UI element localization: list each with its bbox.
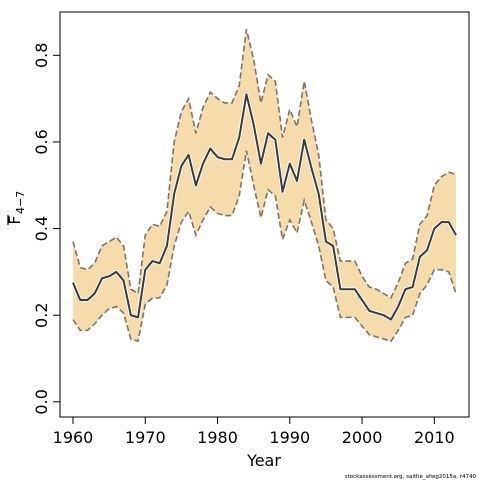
x-tick-label: 1990 xyxy=(269,428,310,447)
x-tick-label: 1980 xyxy=(197,428,238,447)
x-tick-label: 2010 xyxy=(414,428,455,447)
confidence-band xyxy=(73,29,456,342)
plot-frame xyxy=(59,11,470,418)
x-axis-title: Year xyxy=(246,451,281,470)
y-axis: 0.0 0.2 0.4 0.6 0.8 xyxy=(32,43,60,415)
y-axis-title: F xyxy=(5,215,24,224)
y-axis-title-group: F 4−7 xyxy=(5,191,27,225)
y-tick-label: 0.0 xyxy=(32,389,51,414)
plot-layer xyxy=(71,29,458,343)
footer-source: stockassessment.org, saithe_afwg2015a, r… xyxy=(345,474,477,480)
y-tick-label: 0.8 xyxy=(32,43,51,68)
y-tick-label: 0.2 xyxy=(32,302,51,327)
x-tick-label: 1970 xyxy=(125,428,166,447)
x-tick-label: 2000 xyxy=(342,428,383,447)
lower-bound-line xyxy=(72,150,457,343)
y-axis-title-subscript: 4−7 xyxy=(14,191,27,214)
y-tick-label: 0.6 xyxy=(32,129,51,154)
estimate-line-core xyxy=(72,93,457,321)
upper-bound-line xyxy=(72,29,457,300)
y-tick-label: 0.4 xyxy=(32,216,51,241)
x-axis: 1960 1970 1980 1990 2000 2010 xyxy=(53,417,455,447)
x-tick-label: 1960 xyxy=(53,428,94,447)
